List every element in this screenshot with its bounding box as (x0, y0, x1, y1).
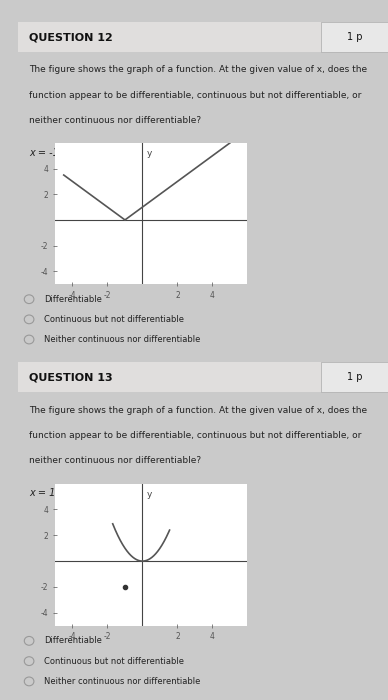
Text: neither continuous nor differentiable?: neither continuous nor differentiable? (29, 116, 201, 125)
Text: Neither continuous nor differentiable: Neither continuous nor differentiable (44, 677, 200, 686)
Text: The figure shows the graph of a function. At the given value of x, does the: The figure shows the graph of a function… (29, 405, 367, 414)
FancyBboxPatch shape (18, 22, 388, 52)
Text: function appear to be differentiable, continuous but not differentiable, or: function appear to be differentiable, co… (29, 90, 362, 99)
Text: 1 p: 1 p (347, 372, 362, 382)
Text: x = 1: x = 1 (29, 489, 55, 498)
Text: Differentiable: Differentiable (44, 636, 102, 645)
Text: function appear to be differentiable, continuous but not differentiable, or: function appear to be differentiable, co… (29, 431, 362, 440)
FancyBboxPatch shape (321, 362, 388, 392)
Text: QUESTION 13: QUESTION 13 (29, 372, 113, 382)
FancyBboxPatch shape (18, 362, 388, 392)
Text: 1 p: 1 p (347, 32, 362, 42)
Text: Neither continuous nor differentiable: Neither continuous nor differentiable (44, 335, 200, 344)
FancyBboxPatch shape (321, 22, 388, 52)
Text: Differentiable: Differentiable (44, 295, 102, 304)
Text: QUESTION 12: QUESTION 12 (29, 32, 113, 42)
Text: Continuous but not differentiable: Continuous but not differentiable (44, 657, 184, 666)
Text: The figure shows the graph of a function. At the given value of x, does the: The figure shows the graph of a function… (29, 65, 367, 74)
Text: neither continuous nor differentiable?: neither continuous nor differentiable? (29, 456, 201, 466)
Text: Continuous but not differentiable: Continuous but not differentiable (44, 315, 184, 324)
Text: x = -1: x = -1 (29, 148, 59, 158)
